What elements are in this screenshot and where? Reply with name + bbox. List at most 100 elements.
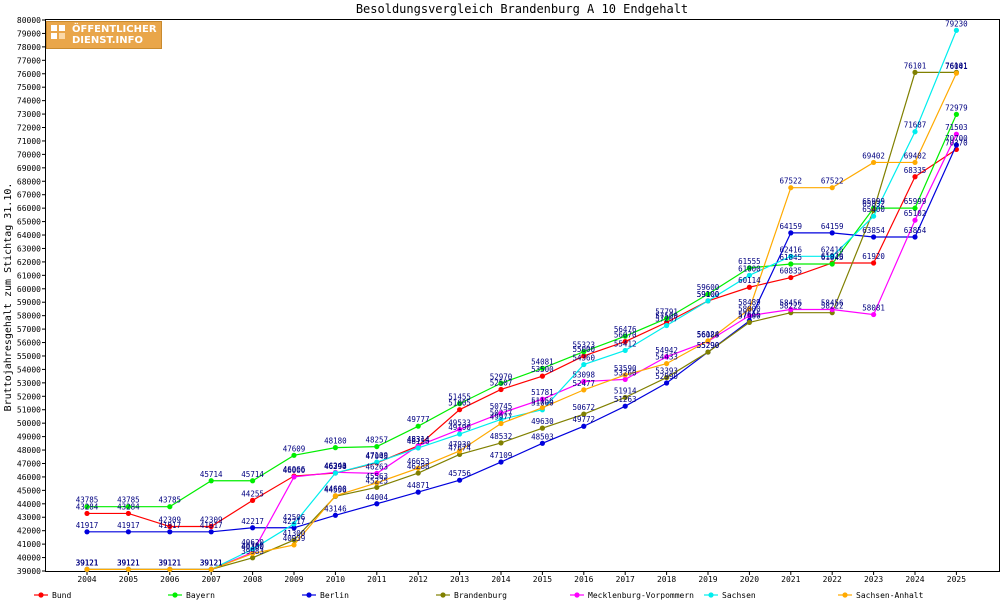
data-label: 39121 xyxy=(76,558,99,567)
data-label: 58456 xyxy=(821,299,844,308)
data-point xyxy=(415,465,421,471)
data-label: 70370 xyxy=(945,138,968,147)
data-point xyxy=(912,159,918,166)
data-point xyxy=(84,529,90,535)
y-tick-label: 50000 xyxy=(17,419,41,428)
data-point xyxy=(208,478,214,484)
data-point xyxy=(415,489,421,495)
data-point xyxy=(746,319,753,325)
data-label: 56070 xyxy=(614,331,637,340)
data-label: 60114 xyxy=(738,276,761,285)
data-label: 52507 xyxy=(490,378,513,387)
data-label: 50672 xyxy=(573,403,596,412)
y-tick-label: 74000 xyxy=(17,97,41,106)
data-label: 49777 xyxy=(407,415,430,424)
data-point xyxy=(581,349,587,355)
data-label: 39121 xyxy=(76,558,99,567)
data-label: 46653 xyxy=(407,457,430,466)
data-label: 59600 xyxy=(697,283,720,292)
x-tick-label: 2015 xyxy=(533,575,552,584)
data-point xyxy=(539,425,546,431)
data-label: 44871 xyxy=(407,481,430,490)
data-label: 53393 xyxy=(655,367,678,376)
data-label: 58489 xyxy=(738,298,761,307)
x-tick-label: 2012 xyxy=(409,575,428,584)
y-tick-label: 66000 xyxy=(17,204,41,213)
data-label: 39121 xyxy=(117,558,140,567)
y-tick-label: 61000 xyxy=(17,271,41,280)
data-point xyxy=(581,353,587,359)
legend: Bund Bayern Berlin Brandenburg Mecklenburg-V… xyxy=(34,591,924,600)
data-point xyxy=(250,478,256,484)
data-point xyxy=(912,217,918,223)
data-label: 76101 xyxy=(904,61,927,70)
data-label: 39121 xyxy=(159,558,182,567)
data-point xyxy=(581,378,587,385)
data-point xyxy=(250,550,256,557)
data-label: 55290 xyxy=(697,341,720,350)
x-tick-label: 2016 xyxy=(574,575,593,584)
data-point xyxy=(374,501,380,507)
data-point xyxy=(539,440,546,446)
data-label: 45756 xyxy=(448,469,471,478)
series-sachsen xyxy=(84,27,960,572)
data-point xyxy=(581,411,587,417)
data-label: 46066 xyxy=(283,465,306,474)
data-label: 48314 xyxy=(407,435,430,444)
data-label: 59100 xyxy=(697,290,720,299)
y-tick-label: 58000 xyxy=(17,312,41,321)
data-label: 52970 xyxy=(490,372,513,381)
data-label: 54433 xyxy=(655,353,678,362)
data-point xyxy=(457,401,463,407)
data-label: 39121 xyxy=(117,558,140,567)
data-label: 39121 xyxy=(76,558,99,567)
data-point xyxy=(250,555,256,561)
data-label: 39121 xyxy=(159,558,182,567)
data-point xyxy=(250,546,256,552)
data-label: 57500 xyxy=(738,311,761,320)
data-label: 62416 xyxy=(821,245,844,254)
data-label: 51781 xyxy=(531,388,554,397)
data-label: 55412 xyxy=(614,339,637,348)
data-label: 39983 xyxy=(241,547,264,556)
data-label: 69402 xyxy=(862,151,885,160)
legend-swatch-marker xyxy=(708,592,714,598)
data-label: 48180 xyxy=(324,437,347,446)
y-tick-label: 67000 xyxy=(17,191,41,200)
data-point xyxy=(912,69,918,75)
legend-item: Sachsen-Anhalt xyxy=(838,591,924,600)
data-point xyxy=(788,253,794,259)
data-point xyxy=(332,445,338,451)
data-label: 57500 xyxy=(655,311,678,320)
data-point xyxy=(664,374,670,381)
logo: ÖFFENTLICHER DIENST.INFO xyxy=(46,21,162,49)
data-labels-berlin: 41917 41917 41917 41917 42217 42217 43146 44004… xyxy=(76,134,968,530)
series-line xyxy=(87,144,957,533)
data-label: 39121 xyxy=(200,558,223,567)
data-point xyxy=(746,306,753,312)
data-label: 48156 xyxy=(407,437,430,446)
data-point xyxy=(84,566,90,572)
data-point xyxy=(374,459,380,465)
data-label: 55323 xyxy=(573,341,596,350)
data-label: 44556 xyxy=(324,485,347,494)
y-tick-label: 40000 xyxy=(17,554,41,563)
logo-mark-icon xyxy=(51,25,69,45)
data-label: 49772 xyxy=(573,415,596,424)
y-tick-label: 52000 xyxy=(17,392,41,401)
data-label: 53500 xyxy=(531,365,554,374)
x-tick-label: 2017 xyxy=(616,575,635,584)
data-point xyxy=(84,510,90,517)
data-label: 70700 xyxy=(945,134,968,143)
x-tick-label: 2025 xyxy=(947,575,966,584)
y-tick-label: 54000 xyxy=(17,365,41,374)
data-label: 69402 xyxy=(904,151,927,160)
data-label: 45714 xyxy=(241,470,264,479)
data-label: 43785 xyxy=(76,496,99,505)
legend-label: Sachsen xyxy=(722,591,756,600)
data-point xyxy=(332,493,338,499)
data-point xyxy=(539,405,546,411)
x-tick-label: 2009 xyxy=(284,575,303,584)
y-tick-label: 70000 xyxy=(17,150,41,159)
